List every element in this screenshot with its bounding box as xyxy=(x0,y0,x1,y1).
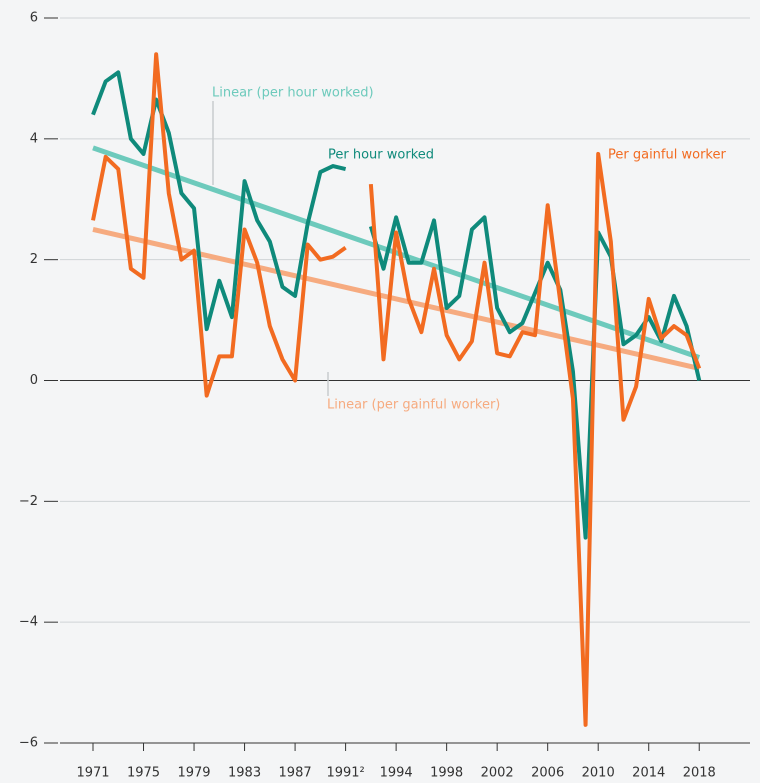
y-tick-label: 2 xyxy=(30,252,38,267)
series-label: Linear (per hour worked) xyxy=(212,86,374,101)
y-tick-label: 4 xyxy=(30,131,38,146)
y-tick-label: −6 xyxy=(19,736,38,751)
series-label: Per gainful worker xyxy=(608,148,726,163)
x-tick-label: 1991² xyxy=(326,766,364,781)
x-tick-label: 2002 xyxy=(481,766,514,781)
x-tick-label: 1998 xyxy=(430,766,463,781)
series-label: Linear (per gainful worker) xyxy=(327,398,500,413)
y-tick-label: 6 xyxy=(30,11,38,26)
x-tick-label: 2006 xyxy=(531,766,564,781)
series-line xyxy=(91,52,702,727)
x-tick-label: 1971 xyxy=(76,766,109,781)
y-tick-label: −2 xyxy=(19,494,38,509)
trend-line xyxy=(92,145,701,360)
x-tick-label: 2014 xyxy=(632,766,665,781)
x-tick-label: 2010 xyxy=(582,766,615,781)
series-label: Per hour worked xyxy=(328,148,434,163)
x-tick-label: 1987 xyxy=(279,766,312,781)
x-tick-label: 1994 xyxy=(380,766,413,781)
y-tick-label: 0 xyxy=(30,373,38,388)
x-tick-label: 1975 xyxy=(127,766,160,781)
y-tick-label: −4 xyxy=(19,615,38,630)
x-tick-label: 1979 xyxy=(177,766,210,781)
x-tick-label: 2018 xyxy=(683,766,716,781)
x-tick-label: 1983 xyxy=(228,766,261,781)
series-line xyxy=(91,70,702,540)
